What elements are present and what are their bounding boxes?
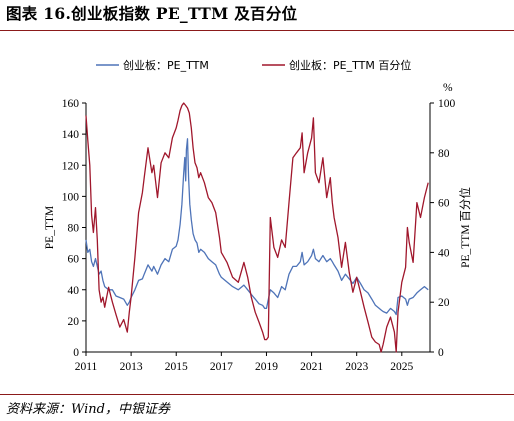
y-tick-label: 0	[73, 347, 79, 359]
y2-axis-title: PE_TTM 百分位	[458, 187, 472, 268]
y2-tick-label: 20	[438, 297, 450, 309]
x-tick-label: 2023	[345, 361, 368, 373]
source-note: 资料来源：Wind，中银证券	[6, 402, 170, 417]
y2-tick-label: 80	[438, 148, 450, 160]
x-tick-label: 2017	[210, 361, 233, 373]
y2-tick-label: 0	[438, 347, 444, 359]
y-tick-label: 160	[62, 98, 80, 110]
legend-label: 创业板：PE_TTM 百分位	[289, 58, 411, 72]
x-tick-label: 2021	[300, 361, 323, 373]
chart-legend: 创业板：PE_TTM 创业板：PE_TTM 百分位	[96, 58, 411, 72]
y-tick-label: 120	[62, 160, 80, 172]
y-axis-title: PE_TTM	[44, 206, 56, 249]
y-tick-label: 100	[62, 191, 80, 203]
page-title: 图表 16.创业板指数 PE_TTM 及百分位	[6, 4, 298, 23]
chart-series	[85, 102, 429, 353]
x-tick-label: 2015	[165, 361, 188, 373]
x-tick-label: 2025	[390, 361, 413, 373]
x-tick-label: 2011	[75, 361, 98, 373]
title-rule	[0, 30, 514, 31]
y-tick-label: 140	[62, 129, 80, 141]
y2-tick-label: 100	[438, 98, 456, 110]
y-tick-label: 80	[68, 223, 80, 235]
y2-tick-label: 60	[438, 198, 450, 210]
legend-label: 创业板：PE_TTM	[123, 58, 209, 72]
y2-unit-label: %	[443, 82, 453, 94]
y2-tick-label: 40	[438, 247, 450, 259]
chart-axes: 0 20 40 60 80 100 120 140 160 0 20 40 60 80 100 2011 201…	[44, 82, 472, 373]
source-rule	[0, 394, 514, 395]
y-tick-label: 40	[68, 285, 80, 297]
x-tick-label: 2019	[255, 361, 278, 373]
x-tick-label: 2013	[120, 361, 143, 373]
pe-percentile-line	[85, 102, 429, 353]
y-tick-label: 20	[68, 316, 80, 328]
pe-ttm-line	[85, 138, 429, 316]
y-tick-label: 60	[68, 254, 80, 266]
